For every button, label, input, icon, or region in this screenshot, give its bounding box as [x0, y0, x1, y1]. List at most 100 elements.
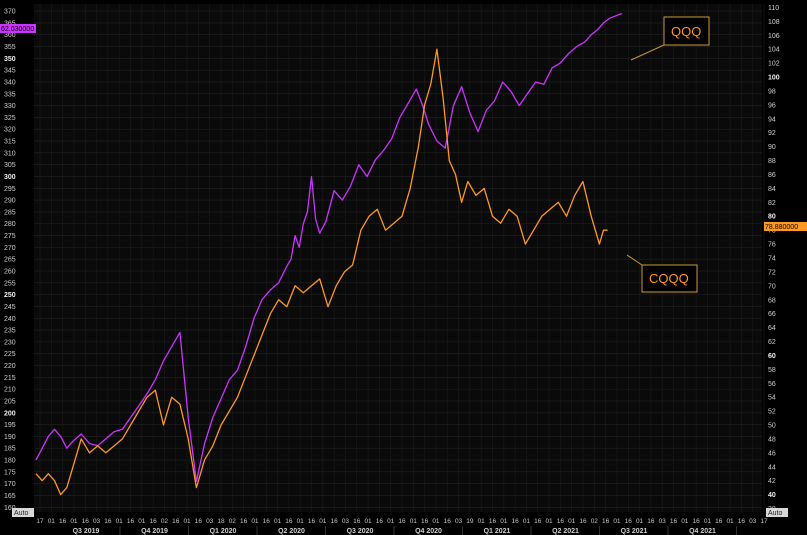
- left-tick-label: 355: [4, 44, 16, 51]
- left-tick-label: 260: [4, 268, 16, 275]
- left-auto-label: Auto: [14, 510, 29, 517]
- x-quarter-label: Q2 2021: [552, 528, 579, 535]
- right-tick-label: 98: [768, 88, 776, 95]
- x-day-label: 16: [172, 518, 180, 525]
- left-tick-label: 330: [4, 103, 16, 110]
- x-day-label: 01: [500, 518, 508, 525]
- right-tick-label: 40: [768, 492, 776, 499]
- x-day-label: 01: [545, 518, 553, 525]
- left-tick-label: 350: [4, 56, 16, 63]
- x-day-label: 16: [308, 518, 316, 525]
- right-auto-button[interactable]: Auto: [766, 508, 788, 517]
- x-day-label: 01: [410, 518, 418, 525]
- left-tick-label: 320: [4, 127, 16, 134]
- x-day-label: 01: [364, 518, 372, 525]
- x-day-label: 16: [534, 518, 542, 525]
- right-tick-label: 90: [768, 144, 776, 151]
- cqqq-annotation: CQQQ: [626, 254, 698, 293]
- right-tick-label: 54: [768, 395, 776, 402]
- right-tick-label: 100: [768, 75, 780, 82]
- right-tick-label: 88: [768, 158, 776, 165]
- left-tick-label: 230: [4, 339, 16, 346]
- right-tick-label: 44: [768, 464, 776, 471]
- right-tick-label: 82: [768, 200, 776, 207]
- right-tick-label: 64: [768, 325, 776, 332]
- left-auto-button[interactable]: Auto: [12, 508, 34, 517]
- right-tick-label: 60: [768, 353, 776, 360]
- left-tick-label: 215: [4, 375, 16, 382]
- left-tick-label: 345: [4, 68, 16, 75]
- x-day-label: 16: [82, 518, 90, 525]
- x-day-label: 16: [715, 518, 723, 525]
- x-day-label: 01: [387, 518, 395, 525]
- left-tick-label: 360: [4, 32, 16, 39]
- x-day-label: 02: [161, 518, 169, 525]
- right-tick-label: 42: [768, 478, 776, 485]
- left-tick-label: 265: [4, 257, 16, 264]
- left-tick-label: 220: [4, 363, 16, 370]
- left-tick-label: 325: [4, 115, 16, 122]
- right-tick-label: 92: [768, 130, 776, 137]
- x-day-label: 01: [704, 518, 712, 525]
- right-tick-label: 102: [768, 61, 780, 68]
- right-tick-label: 72: [768, 269, 776, 276]
- left-tick-label: 295: [4, 186, 16, 193]
- right-tick-label: 68: [768, 297, 776, 304]
- x-day-label: 16: [150, 518, 158, 525]
- x-day-label: 01: [297, 518, 305, 525]
- cqqq-price-tag: 78.880000: [764, 222, 807, 231]
- x-quarter-label: Q3 2020: [347, 528, 374, 535]
- x-day-label: 01: [478, 518, 486, 525]
- left-tick-label: 185: [4, 446, 16, 453]
- right-tick-label: 110: [768, 5, 779, 12]
- qqq-price-tag: 62.030000: [0, 24, 36, 33]
- right-tick-label: 70: [768, 283, 776, 290]
- x-day-label: 01: [116, 518, 124, 525]
- left-tick-label: 305: [4, 162, 16, 169]
- right-tick-label: 52: [768, 409, 776, 416]
- x-day-label: 01: [183, 518, 191, 525]
- x-day-label: 01: [70, 518, 78, 525]
- left-tick-label: 205: [4, 398, 16, 405]
- left-axis: 160 165 170 175 180 185 190 195 200 205 210 215 220 2…: [4, 9, 16, 512]
- left-tick-label: 280: [4, 221, 16, 228]
- right-tick-label: 104: [768, 47, 780, 54]
- cqqq-annotation-text: CQQQ: [649, 271, 689, 286]
- right-tick-label: 58: [768, 367, 776, 374]
- right-tick-label: 62: [768, 339, 776, 346]
- x-day-label: 01: [636, 518, 644, 525]
- right-tick-label: 50: [768, 423, 776, 430]
- x-quarter-label: Q3 2021: [621, 528, 648, 535]
- x-day-label: 18: [217, 518, 225, 525]
- x-day-label: 01: [568, 518, 576, 525]
- right-tick-label: 96: [768, 102, 776, 109]
- left-tick-label: 275: [4, 233, 16, 240]
- x-day-label: 01: [432, 518, 440, 525]
- x-day-label: 19: [466, 518, 474, 525]
- cqqq-annotation-box: [641, 264, 698, 293]
- qqq-series-line: [35, 12, 623, 482]
- left-tick-label: 285: [4, 209, 16, 216]
- x-day-label: 01: [613, 518, 621, 525]
- qqq-annotation-box: [663, 16, 710, 46]
- x-axis: 17 01 16 01 16 03 16 01 16 01 16 02 16 01 16 03 18 02 16 01…: [36, 518, 768, 535]
- left-tick-label: 210: [4, 387, 16, 394]
- x-day-label: 16: [557, 518, 565, 525]
- x-day-label: 16: [331, 518, 339, 525]
- cqqq-annotation-leader: [626, 254, 643, 266]
- x-day-label: 01: [251, 518, 259, 525]
- x-day-label: 16: [670, 518, 678, 525]
- left-tick-label: 255: [4, 280, 16, 287]
- right-tick-label: 94: [768, 116, 776, 123]
- x-day-label: 03: [93, 518, 101, 525]
- left-tick-label: 300: [4, 174, 16, 181]
- x-day-label: 01: [523, 518, 531, 525]
- right-tick-label: 46: [768, 450, 776, 457]
- x-quarter-label: Q3 2019: [73, 528, 100, 535]
- cqqq-series-line: [35, 48, 608, 496]
- right-tick-label: 56: [768, 381, 776, 388]
- x-day-label: 01: [274, 518, 282, 525]
- left-tick-label: 195: [4, 422, 16, 429]
- x-day-label: 16: [738, 518, 746, 525]
